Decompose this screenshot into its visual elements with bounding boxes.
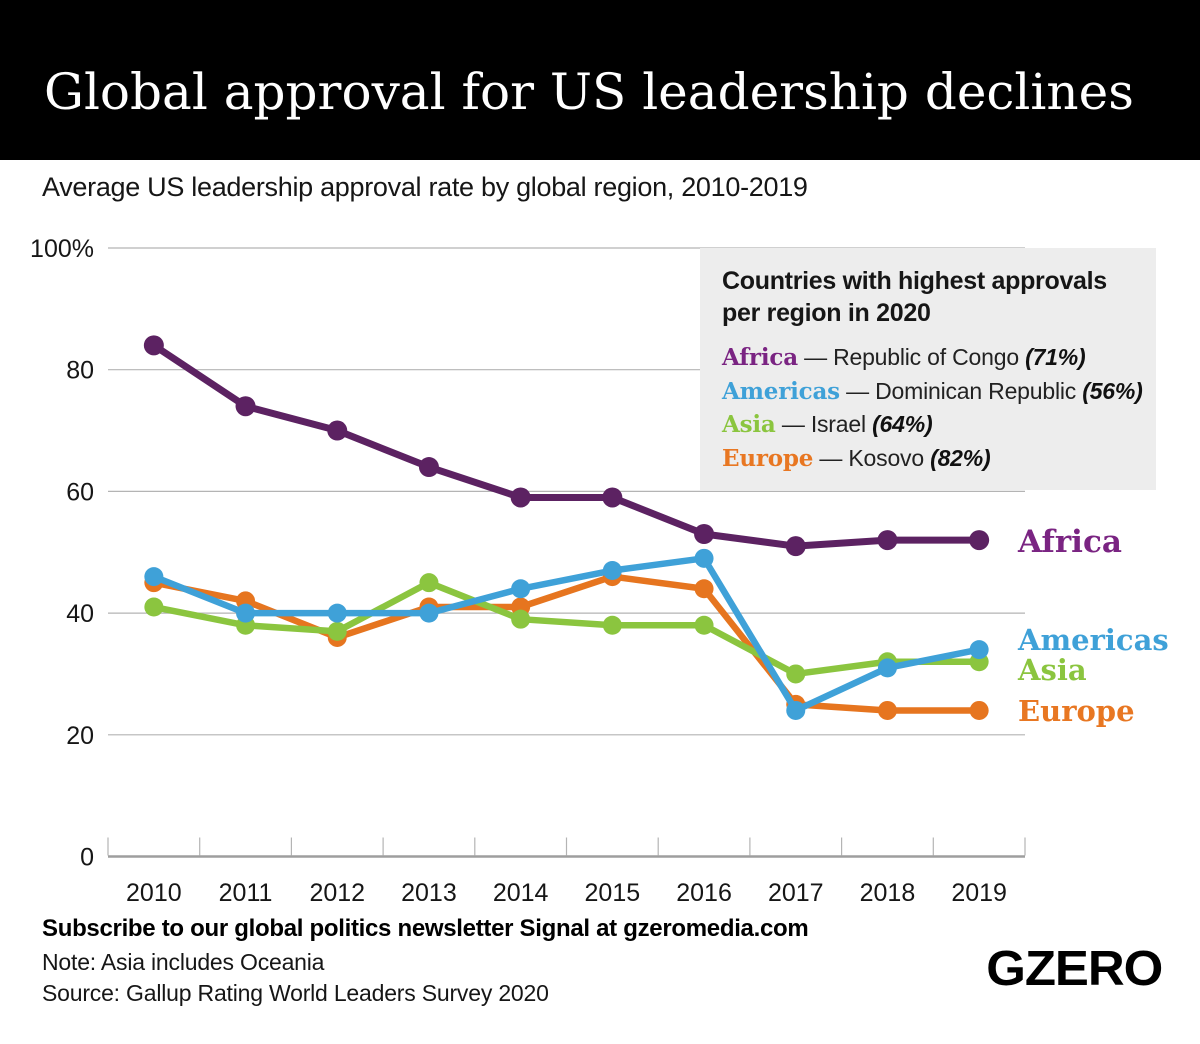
data-point	[602, 561, 622, 581]
data-point	[418, 457, 439, 478]
footer-subscribe-text: Subscribe to our global politics newslet…	[42, 915, 809, 942]
callout-approval-value: (64%)	[872, 411, 933, 437]
data-point	[235, 396, 256, 417]
callout-country-name: — Republic of Congo	[797, 344, 1026, 370]
data-point	[510, 487, 531, 508]
data-point	[786, 664, 806, 684]
data-point	[694, 579, 714, 599]
x-tick-label: 2018	[860, 879, 916, 907]
highest-approvals-callout: Countries with highest approvals per reg…	[700, 248, 1156, 490]
data-point	[511, 609, 531, 629]
data-point	[327, 420, 348, 441]
data-point	[602, 615, 622, 635]
y-tick-label: 20	[66, 722, 94, 750]
series-line	[150, 579, 983, 678]
series-europe	[144, 567, 989, 720]
y-tick-label: 60	[66, 478, 94, 506]
x-axis-labels: 2010 2011 2012 2013 2014 2015 2016 2017 2018 2019	[126, 879, 1007, 907]
y-tick-label: 0	[80, 844, 94, 872]
data-point	[877, 658, 897, 678]
series-americas	[144, 548, 989, 720]
line-label-asia: Asia	[1018, 653, 1087, 687]
data-point	[694, 548, 714, 568]
data-point	[694, 615, 714, 635]
callout-country-name: — Israel	[775, 411, 873, 437]
data-point	[327, 621, 347, 641]
data-point	[144, 597, 164, 617]
series-line	[150, 555, 983, 714]
data-point	[786, 700, 806, 720]
callout-country-name: — Dominican Republic	[839, 377, 1083, 404]
data-point	[143, 335, 164, 356]
callout-approval-value: (82%)	[930, 444, 991, 471]
callout-region-name: Asia	[722, 411, 776, 438]
x-tick-label: 2011	[219, 879, 273, 907]
callout-region-name: Africa	[722, 344, 798, 371]
chart-subtitle: Average US leadership approval rate by g…	[42, 172, 808, 202]
x-tick-label: 2013	[401, 879, 457, 907]
line-label-africa: Africa	[1018, 524, 1122, 560]
data-point	[877, 700, 897, 720]
callout-item-europe: Europe — Kosovo (82%)	[722, 442, 1134, 476]
data-point	[327, 603, 347, 623]
x-tick-label: 2017	[768, 879, 824, 907]
callout-approval-value: (56%)	[1082, 377, 1143, 404]
x-tick-label: 2010	[126, 879, 182, 907]
data-point	[511, 579, 531, 599]
page-title: Global approval for US leadership declin…	[44, 63, 1134, 121]
data-point	[419, 573, 439, 593]
footer-note-text: Note: Asia includes Oceania	[42, 949, 325, 975]
data-point	[969, 530, 990, 551]
data-point	[969, 700, 989, 720]
data-point	[877, 530, 898, 551]
y-tick-label: 100%	[30, 235, 94, 263]
y-tick-label: 40	[66, 600, 94, 628]
data-point	[236, 603, 256, 623]
callout-country-name: — Kosovo	[813, 444, 931, 471]
callout-item-americas: Americas — Dominican Republic (56%)	[722, 375, 1143, 409]
footer-source-text: Source: Gallup Rating World Leaders Surv…	[42, 980, 549, 1006]
x-tick-label: 2015	[585, 879, 641, 907]
x-tick-label: 2014	[493, 879, 549, 907]
data-point	[419, 603, 439, 623]
y-axis-labels: 100% 80 60 40 20 0	[30, 235, 94, 872]
series-line	[150, 341, 983, 550]
callout-region-name: Americas	[722, 377, 840, 405]
data-point	[602, 487, 623, 508]
line-label-americas: Americas	[1018, 623, 1169, 657]
data-point	[144, 567, 164, 587]
callout-items: Africa — Republic of Congo (71%) Americas…	[722, 341, 1143, 476]
series-line	[150, 573, 983, 714]
data-point	[785, 536, 806, 557]
callout-title: Countries with highest approvals per reg…	[722, 267, 1107, 327]
callout-item-africa: Africa — Republic of Congo (71%)	[722, 341, 1134, 375]
callout-region-name: Europe	[722, 444, 814, 472]
x-axis-ticks	[107, 837, 1026, 856]
header-bar: Global approval for US leadership declin…	[0, 0, 1200, 160]
line-label-europe: Europe	[1018, 694, 1135, 728]
callout-item-asia: Asia — Israel (64%)	[722, 408, 1134, 442]
x-tick-label: 2016	[676, 879, 732, 907]
data-point	[969, 640, 989, 660]
y-tick-label: 80	[66, 357, 94, 385]
gzero-logo: GZERO	[985, 942, 1163, 996]
data-point	[694, 523, 715, 544]
callout-approval-value: (71%)	[1025, 344, 1086, 370]
x-tick-label: 2019	[951, 879, 1007, 907]
x-tick-label: 2012	[309, 879, 365, 907]
series-africa	[143, 335, 990, 557]
